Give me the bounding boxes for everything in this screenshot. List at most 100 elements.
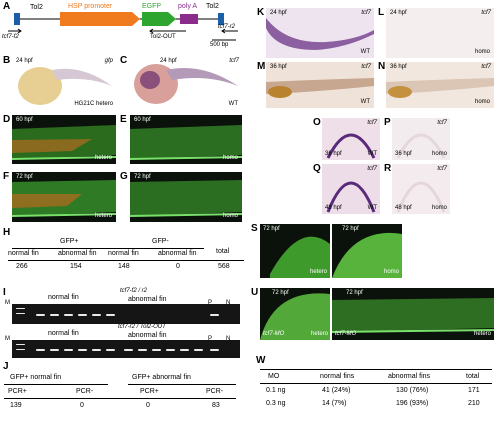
- hsp-label: HSP promoter: [68, 3, 113, 10]
- table-j-group-1: GFP+ normal fin: [10, 374, 62, 381]
- panel-t-image: 72 hpf homo: [332, 224, 402, 278]
- table-h-val-3: 148: [118, 263, 130, 270]
- panel-t-drawing: [332, 232, 402, 278]
- panel-d-genotype: hetero: [94, 155, 112, 161]
- table-j-rule-right: [128, 384, 236, 385]
- panel-label-p: P: [384, 117, 391, 128]
- panel-m-image: 36 hpf tcf7 WT: [266, 62, 374, 108]
- panel-v-morpholino: tcf7-MO: [335, 331, 357, 337]
- panel-q-genotype: WT: [367, 205, 377, 211]
- table-j-group-2: GFP+ abnormal fin: [132, 374, 191, 381]
- panel-label-a: A: [3, 1, 11, 12]
- table-w-rule-mid: [260, 383, 492, 384]
- panel-u-genotype: hetero: [310, 331, 328, 337]
- panel-label-m: M: [257, 61, 266, 72]
- gel-abnormal-label-top: abnormal fin: [128, 296, 167, 303]
- panel-v-stage: 72 hpf: [346, 290, 363, 296]
- panel-label-r: R: [384, 163, 392, 174]
- panel-o-genotype: WT: [367, 151, 377, 157]
- panel-r-gene: tcf7: [437, 166, 447, 172]
- gel-top-primer: tcf7-f2 / r2: [120, 288, 148, 294]
- construct-diagram: [8, 12, 238, 41]
- table-h-total-header: total: [216, 248, 230, 255]
- polya-label: poly A: [178, 3, 198, 10]
- panel-u-stage: 72 hpf: [272, 290, 289, 296]
- gel-pos-label-bottom: P: [208, 336, 213, 342]
- panel-e-genotype: homo: [222, 155, 238, 161]
- table-j-val-3: 0: [146, 402, 150, 409]
- panel-label-l: L: [378, 7, 385, 18]
- panel-e-stage: 60 hpf: [134, 117, 151, 123]
- panel-k-drawing: [266, 18, 374, 50]
- panel-f-genotype: hetero: [94, 213, 112, 219]
- tol2-left-label: Tol2: [30, 4, 43, 11]
- panel-label-f: F: [3, 171, 10, 182]
- table-w-rule-top: [260, 369, 492, 370]
- panel-s-stage: 72 hpf: [263, 226, 280, 232]
- panel-l-image: 24 hpf tcf7 homo: [386, 8, 494, 58]
- table-j-sub-3: PCR+: [140, 388, 159, 395]
- panel-u-image: 72 hpf tcf7-MO hetero: [260, 288, 330, 340]
- table-j-sub-4: PCR-: [206, 388, 224, 395]
- panel-c-stage: 24 hpf: [160, 58, 177, 64]
- panel-q-stage: 48 hpf: [325, 205, 342, 211]
- table-h-sub-2: abnormal fin: [58, 250, 97, 257]
- table-h-sub-1: normal fin: [8, 250, 39, 257]
- gel-bottom-image: [12, 340, 240, 358]
- scale-label: 500 bp: [210, 42, 229, 48]
- panel-n-stage: 36 hpf: [390, 64, 407, 70]
- panel-s-drawing: [270, 236, 330, 278]
- panel-t-genotype: homo: [383, 269, 399, 275]
- panel-l-stage: 24 hpf: [390, 10, 407, 16]
- table-w-r2-mo: 0.3 ng: [266, 400, 286, 407]
- panel-label-g: G: [120, 171, 128, 182]
- panel-c-genotype: WT: [228, 101, 238, 107]
- panel-p-drawing: [396, 133, 446, 159]
- panel-label-h: H: [3, 227, 11, 238]
- panel-label-j: J: [3, 361, 9, 372]
- table-h-val-2: 154: [70, 263, 82, 270]
- tol2-right-box: [218, 13, 224, 25]
- panel-label-n: N: [378, 61, 386, 72]
- panel-label-u: U: [251, 287, 259, 298]
- table-j-rule-mid: [4, 398, 236, 399]
- panel-l-genotype: homo: [474, 49, 490, 55]
- table-j-val-4: 83: [212, 402, 220, 409]
- egfp-label: EGFP: [142, 3, 162, 10]
- panel-b-genotype: HG21C hetero: [74, 101, 113, 107]
- egfp-arrow: [142, 12, 176, 26]
- panel-f-stage: 72 hpf: [16, 174, 33, 180]
- panel-k-gene: tcf7: [361, 10, 371, 16]
- embryo-c-drawing: [134, 64, 238, 104]
- table-j-sub-2: PCR-: [76, 388, 94, 395]
- panel-b-stage: 24 hpf: [16, 58, 33, 64]
- panel-n-gene: tcf7: [481, 64, 491, 70]
- panel-f-image: 72 hpf hetero: [12, 172, 116, 222]
- panel-b-image: 24 hpf gfp HG21C hetero: [12, 56, 116, 110]
- table-h-rule-mid: [8, 260, 244, 261]
- panel-r-stage: 48 hpf: [395, 205, 412, 211]
- table-w-r1-mo: 0.1 ng: [266, 387, 286, 394]
- table-j-sub-1: PCR+: [8, 388, 27, 395]
- table-h-val-4: 0: [176, 263, 180, 270]
- panel-f-drawing: [12, 180, 116, 217]
- panel-q-drawing: [326, 181, 376, 213]
- panel-g-drawing: [130, 180, 242, 217]
- panel-label-w: W: [256, 355, 266, 366]
- panel-s-genotype: hetero: [309, 269, 327, 275]
- table-w-r2-total: 210: [468, 400, 480, 407]
- panel-label-o: O: [313, 117, 321, 128]
- panel-p-image: tcf7 36 hpf homo: [392, 118, 450, 160]
- panel-m-gene: tcf7: [361, 64, 371, 70]
- table-j-val-1: 139: [10, 402, 22, 409]
- table-w-r1-normal: 41 (24%): [322, 387, 351, 394]
- panel-m-genotype: WT: [360, 99, 370, 105]
- panel-o-drawing: [326, 133, 376, 159]
- panel-label-i: I: [3, 287, 6, 298]
- gel-normal-label-bottom: normal fin: [48, 330, 79, 337]
- table-w-h-total: total: [466, 373, 480, 380]
- table-h-group-neg: GFP-: [152, 238, 169, 245]
- panel-d-image: 60 hpf hetero: [12, 115, 116, 164]
- table-w-h-normal: normal fins: [320, 373, 355, 380]
- table-w-r2-abnormal: 196 (93%): [396, 400, 429, 407]
